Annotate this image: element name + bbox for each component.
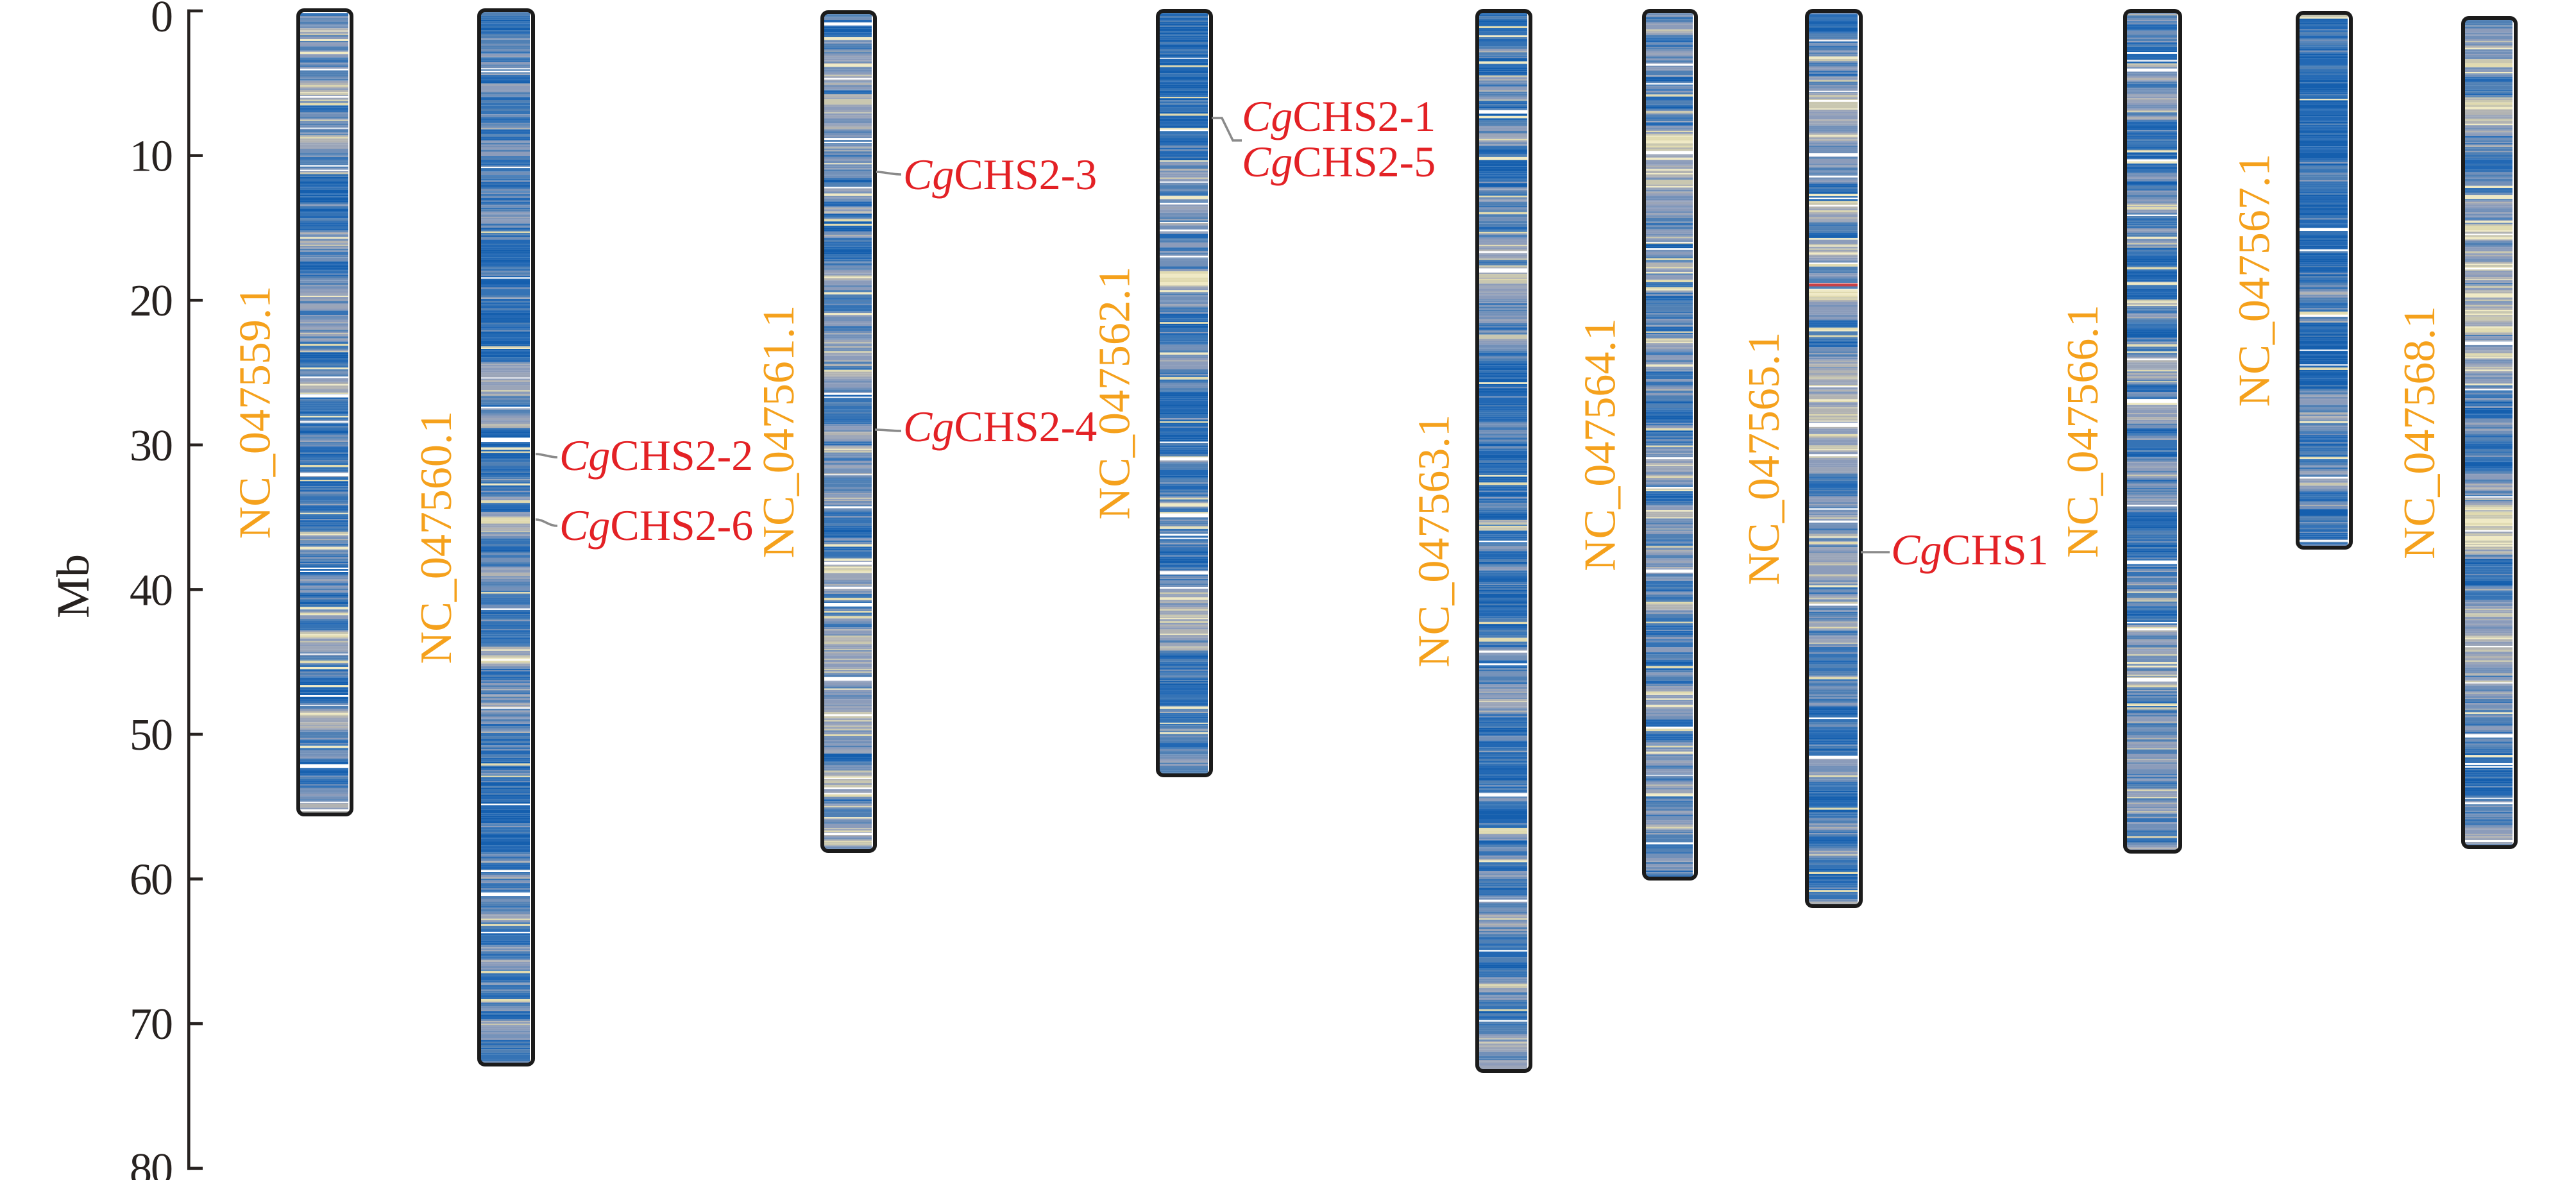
svg-text:NC_047567.1: NC_047567.1 (2230, 154, 2280, 407)
svg-text:NC_047561.1: NC_047561.1 (754, 305, 804, 559)
svg-text:80: 80 (130, 1145, 172, 1180)
svg-text:NC_047564.1: NC_047564.1 (1576, 318, 1625, 571)
svg-text:NC_047568.1: NC_047568.1 (2395, 306, 2445, 559)
svg-text:CgCHS2-1: CgCHS2-1 (1242, 92, 1436, 140)
svg-text:CgCHS1: CgCHS1 (1891, 525, 2049, 574)
svg-text:CgCHS2-3: CgCHS2-3 (903, 150, 1097, 199)
svg-text:20: 20 (130, 276, 172, 326)
svg-text:NC_047560.1: NC_047560.1 (412, 411, 461, 664)
svg-text:70: 70 (130, 1000, 172, 1049)
svg-text:30: 30 (130, 421, 172, 471)
svg-text:NC_047565.1: NC_047565.1 (1740, 332, 1789, 586)
svg-text:CgCHS2-4: CgCHS2-4 (903, 402, 1097, 451)
svg-text:CgCHS2-6: CgCHS2-6 (559, 501, 753, 550)
svg-text:50: 50 (130, 711, 172, 760)
svg-text:NC_047559.1: NC_047559.1 (231, 286, 280, 539)
svg-text:40: 40 (130, 566, 172, 615)
svg-text:CgCHS2-2: CgCHS2-2 (559, 431, 753, 480)
svg-text:10: 10 (130, 132, 172, 181)
svg-text:CgCHS2-5: CgCHS2-5 (1242, 137, 1436, 186)
svg-text:Mb: Mb (47, 554, 99, 618)
svg-text:NC_047563.1: NC_047563.1 (1410, 414, 1459, 668)
svg-text:0: 0 (151, 0, 172, 42)
svg-text:NC_047566.1: NC_047566.1 (2058, 305, 2108, 558)
svg-text:60: 60 (130, 856, 172, 905)
svg-text:NC_047562.1: NC_047562.1 (1090, 267, 1140, 520)
